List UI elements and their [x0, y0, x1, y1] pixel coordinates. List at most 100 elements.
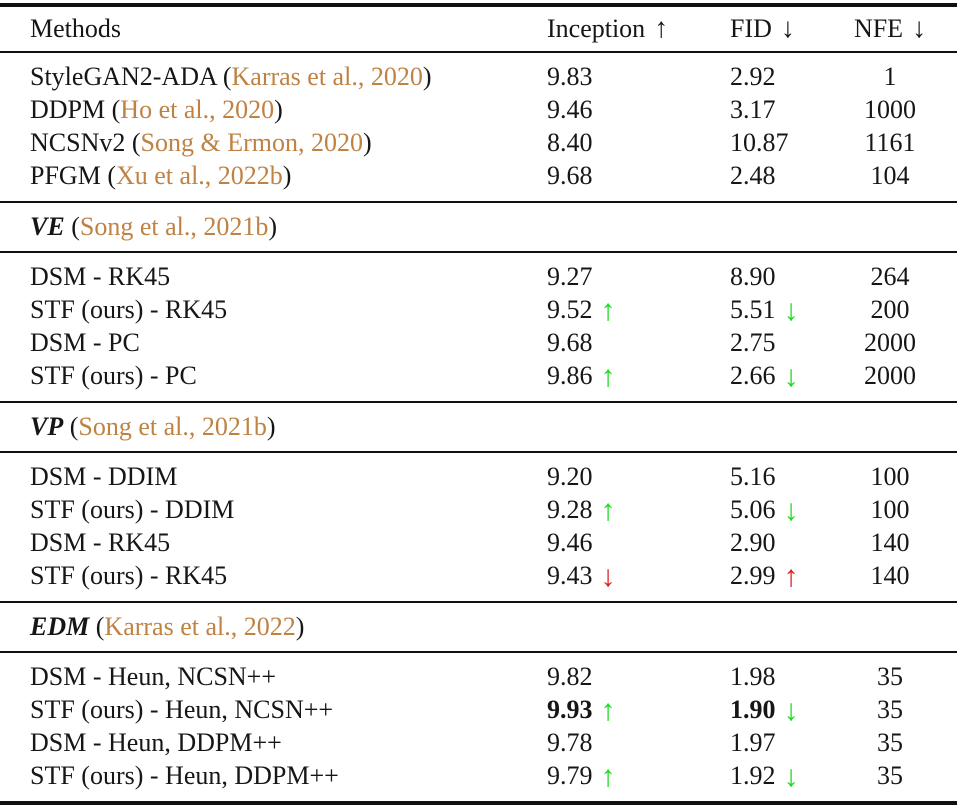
method-cell: STF (ours) - Heun, DDPM++ — [0, 759, 547, 792]
inception-value: 9.20 — [547, 462, 593, 491]
nfe-value: 35 — [877, 695, 903, 724]
fid-value: 3.17 — [730, 95, 776, 124]
nfe-cell: 100 — [845, 493, 957, 526]
citation-link[interactable]: Karras et al., 2020 — [231, 62, 423, 91]
down-arrow-icon: ↓ — [780, 13, 795, 44]
top-rule — [0, 3, 957, 7]
method-cell: STF (ours) - PC — [0, 359, 547, 392]
method-cell: NCSNv2 (Song & Ermon, 2020) — [0, 126, 547, 159]
method-label: STF (ours) - PC — [30, 361, 197, 390]
edm-rows: DSM - Heun, NCSN++ 9.82 1.98 35 STF (our… — [0, 653, 957, 801]
method-label: StyleGAN2-ADA ( — [30, 62, 232, 91]
table-row: DSM - PC 9.68 2.75 2000 — [0, 326, 957, 359]
bottom-rule — [0, 801, 957, 805]
inception-cell: 9.83 — [547, 60, 730, 93]
methods-header-label: Methods — [30, 14, 121, 43]
inception-cell: 9.82 — [547, 660, 730, 693]
trend-arrow-icon: ↑ — [600, 694, 616, 727]
fid-cell: 2.75 — [730, 326, 845, 359]
method-cell: STF (ours) - RK45 — [0, 293, 547, 326]
table-row: DSM - DDIM 9.20 5.16 100 — [0, 460, 957, 493]
trend-arrow-icon: ↓ — [783, 694, 799, 727]
inception-cell: 9.52 ↑ — [547, 293, 730, 327]
inception-cell: 9.20 — [547, 460, 730, 493]
table-header: Methods Inception ↑ FID ↓ NFE ↓ — [0, 7, 957, 51]
ve-rows: DSM - RK45 9.27 8.90 264 STF (ours) - RK… — [0, 253, 957, 401]
fid-value: 5.51 — [730, 295, 776, 324]
trend-arrow-icon: ↓ — [783, 760, 799, 793]
inception-cell: 9.27 — [547, 260, 730, 293]
trend-arrow-icon: ↑ — [600, 760, 616, 793]
citation-link[interactable]: Song et al., 2021b — [79, 212, 269, 241]
trend-arrow-icon: ↓ — [783, 494, 799, 527]
section-cite-close: ) — [268, 212, 278, 241]
table-row: NCSNv2 (Song & Ermon, 2020) 8.40 10.87 1… — [0, 126, 957, 159]
method-label: STF (ours) - Heun, NCSN++ — [30, 695, 334, 724]
inception-cell: 9.68 — [547, 159, 730, 192]
table-row: PFGM (Xu et al., 2022b) 9.68 2.48 104 — [0, 159, 957, 192]
trend-arrow-icon: ↑ — [783, 560, 799, 593]
inception-cell: 9.46 — [547, 526, 730, 559]
inception-cell: 9.28 ↑ — [547, 493, 730, 527]
citation-link[interactable]: Song & Ermon, 2020 — [140, 128, 363, 157]
section-rule — [0, 601, 957, 603]
section-title: EDM — [30, 612, 90, 641]
table-row: STF (ours) - RK45 9.52 ↑ 5.51 ↓ 200 — [0, 293, 957, 327]
citation-link[interactable]: Ho et al., 2020 — [120, 95, 275, 124]
fid-value: 2.48 — [730, 161, 776, 190]
nfe-value: 35 — [877, 662, 903, 691]
trend-arrow-icon: ↑ — [600, 360, 616, 393]
column-header-methods: Methods — [0, 7, 547, 51]
nfe-cell: 1161 — [845, 126, 957, 159]
nfe-cell: 35 — [845, 693, 957, 726]
nfe-value: 1161 — [864, 128, 916, 157]
nfe-cell: 2000 — [845, 359, 957, 392]
inception-value: 9.43 — [547, 561, 593, 590]
method-cell: STF (ours) - DDIM — [0, 493, 547, 526]
fid-cell: 3.17 — [730, 93, 845, 126]
fid-header-label: FID — [730, 14, 772, 43]
fid-value: 2.92 — [730, 62, 776, 91]
fid-cell: 1.90 ↓ — [730, 693, 845, 727]
method-label-suffix: ) — [274, 95, 283, 124]
nfe-cell: 1000 — [845, 93, 957, 126]
trend-arrow-icon: ↓ — [600, 560, 616, 593]
table-row: STF (ours) - RK45 9.43 ↓ 2.99 ↑ 140 — [0, 559, 957, 593]
method-label: DSM - Heun, DDPM++ — [30, 728, 282, 757]
inception-cell: 9.68 — [547, 326, 730, 359]
fid-value: 1.92 — [730, 761, 776, 790]
fid-cell: 2.66 ↓ — [730, 359, 845, 393]
nfe-cell: 35 — [845, 660, 957, 693]
inception-value: 9.27 — [547, 262, 593, 291]
nfe-cell: 35 — [845, 726, 957, 759]
inception-value: 9.68 — [547, 328, 593, 357]
column-header-nfe: NFE ↓ — [845, 7, 957, 51]
table-row: STF (ours) - DDIM 9.28 ↑ 5.06 ↓ 100 — [0, 493, 957, 527]
inception-cell: 9.78 — [547, 726, 730, 759]
method-cell: STF (ours) - Heun, NCSN++ — [0, 693, 547, 726]
trend-arrow-icon: ↓ — [783, 360, 799, 393]
method-label: PFGM ( — [30, 161, 116, 190]
citation-link[interactable]: Xu et al., 2022b — [115, 161, 283, 190]
method-cell: DSM - PC — [0, 326, 547, 359]
section-cite-close: ) — [295, 612, 305, 641]
method-label-suffix: ) — [422, 62, 432, 91]
method-cell: DSM - Heun, DDPM++ — [0, 726, 547, 759]
citation-link[interactable]: Song et al., 2021b — [78, 412, 267, 441]
nfe-header-label: NFE — [853, 14, 904, 43]
nfe-value: 140 — [870, 528, 910, 557]
inception-value: 9.83 — [547, 62, 593, 91]
section-cite-open: ( — [64, 212, 80, 241]
inception-cell: 9.86 ↑ — [547, 359, 730, 393]
fid-value: 8.90 — [730, 262, 776, 291]
nfe-cell: 264 — [845, 260, 957, 293]
inception-value: 9.28 — [547, 495, 593, 524]
nfe-value: 264 — [870, 262, 910, 291]
method-label: STF (ours) - RK45 — [30, 561, 228, 590]
method-label: DSM - Heun, NCSN++ — [30, 662, 277, 691]
inception-cell: 8.40 — [547, 126, 730, 159]
table-row: DSM - RK45 9.46 2.90 140 — [0, 526, 957, 559]
baseline-rows: StyleGAN2-ADA (Karras et al., 2020) 9.83… — [0, 53, 957, 201]
citation-link[interactable]: Karras et al., 2022 — [104, 612, 296, 641]
